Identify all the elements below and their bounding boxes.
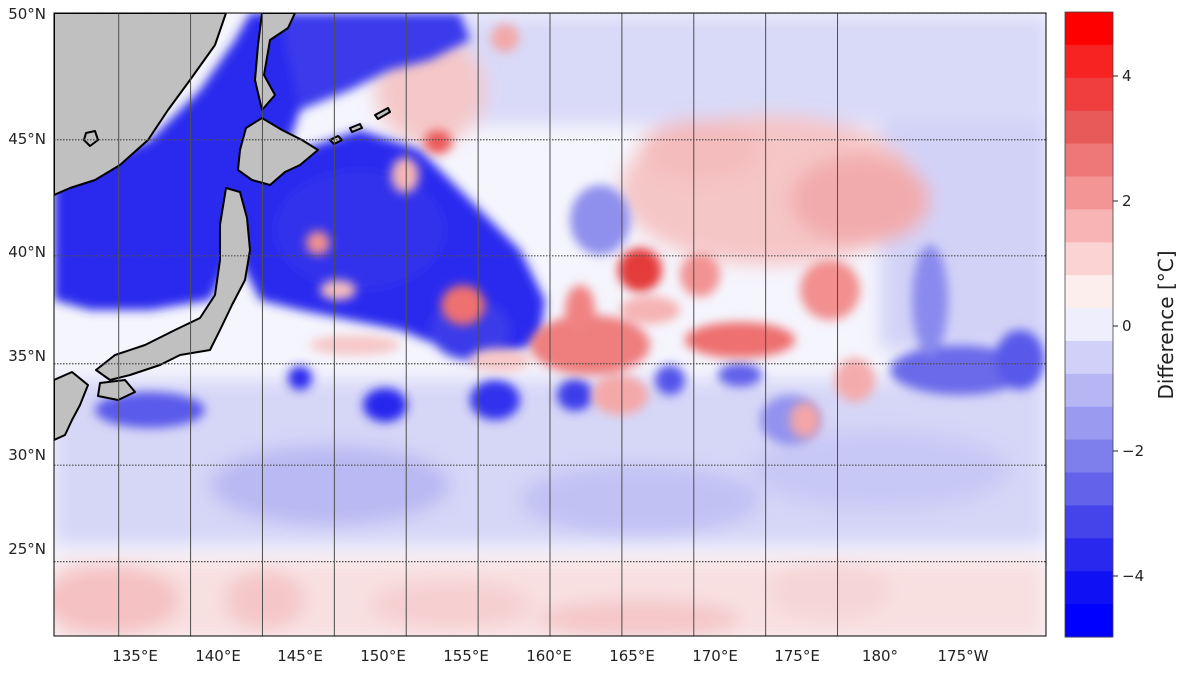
colorbar-segment — [1065, 176, 1113, 210]
colorbar-segment — [1065, 406, 1113, 441]
colorbar-segment — [1065, 242, 1113, 276]
colorbar-segment — [1065, 275, 1113, 309]
colorbar-segment — [1065, 308, 1113, 342]
lon-label: 165°E — [609, 647, 655, 665]
colorbar-tick-label: −2 — [1122, 442, 1144, 460]
lon-label: 150°E — [360, 647, 406, 665]
lat-label: 30°N — [8, 446, 46, 464]
lat-label: 40°N — [8, 243, 46, 261]
colorbar-segment — [1065, 209, 1113, 243]
hokkaido — [237, 117, 319, 186]
lon-label: 155°E — [443, 647, 489, 665]
colorbar-segment — [1065, 538, 1113, 572]
kuril-island — [349, 123, 363, 133]
latitude-labels: 50°N 45°N 40°N 35°N 30°N 25°N — [8, 5, 46, 558]
honshu — [95, 187, 251, 381]
colorbar-segment — [1065, 110, 1113, 145]
colorbar-ticks — [1113, 75, 1118, 577]
colorbar-segment — [1065, 77, 1113, 112]
colorbar-title: Difference [°C] — [1154, 250, 1178, 399]
shikoku — [97, 379, 136, 401]
colorbar-segment — [1065, 505, 1113, 539]
lon-label: 140°E — [195, 647, 241, 665]
colorbar-segment — [1065, 571, 1113, 605]
map-frame — [53, 12, 1047, 637]
lon-label: 175°W — [938, 647, 989, 665]
lat-label: 35°N — [8, 347, 46, 365]
colorbar-segment — [1065, 604, 1113, 638]
kuril-island — [374, 107, 391, 120]
lat-label: 50°N — [8, 5, 46, 23]
longitude-labels: 135°E 140°E 145°E 150°E 155°E 160°E 165°… — [112, 647, 988, 665]
small-island — [83, 130, 99, 147]
gridlines — [54, 13, 1046, 636]
lon-label: 135°E — [112, 647, 158, 665]
land-masses — [54, 13, 391, 441]
lon-label: 180° — [862, 647, 898, 665]
colorbar-segment — [1065, 12, 1113, 46]
colorbar-tick-label: −4 — [1122, 567, 1144, 585]
colorbar-segment — [1065, 143, 1113, 177]
colorbar-segment — [1065, 44, 1113, 79]
lon-label: 160°E — [526, 647, 572, 665]
colorbar-segment — [1065, 472, 1113, 506]
colorbar-segment — [1065, 373, 1113, 408]
colorbar: 4 2 0 −2 −4 Difference [°C] — [1064, 11, 1178, 638]
colorbar-segment — [1065, 439, 1113, 474]
kyushu — [54, 371, 89, 441]
lat-label: 25°N — [8, 540, 46, 558]
colorbar-gradient — [1065, 12, 1113, 638]
colorbar-tick-label: 4 — [1122, 67, 1132, 85]
map-panel — [54, 13, 1046, 636]
sakhalin — [254, 13, 296, 111]
lon-label: 175°E — [774, 647, 820, 665]
lon-label: 170°E — [692, 647, 738, 665]
lat-label: 45°N — [8, 130, 46, 148]
colorbar-tick-label: 0 — [1122, 317, 1132, 335]
colorbar-frame — [1064, 11, 1114, 638]
colorbar-tick-label: 2 — [1122, 192, 1132, 210]
colorbar-segment — [1065, 340, 1113, 375]
lon-label: 145°E — [277, 647, 323, 665]
